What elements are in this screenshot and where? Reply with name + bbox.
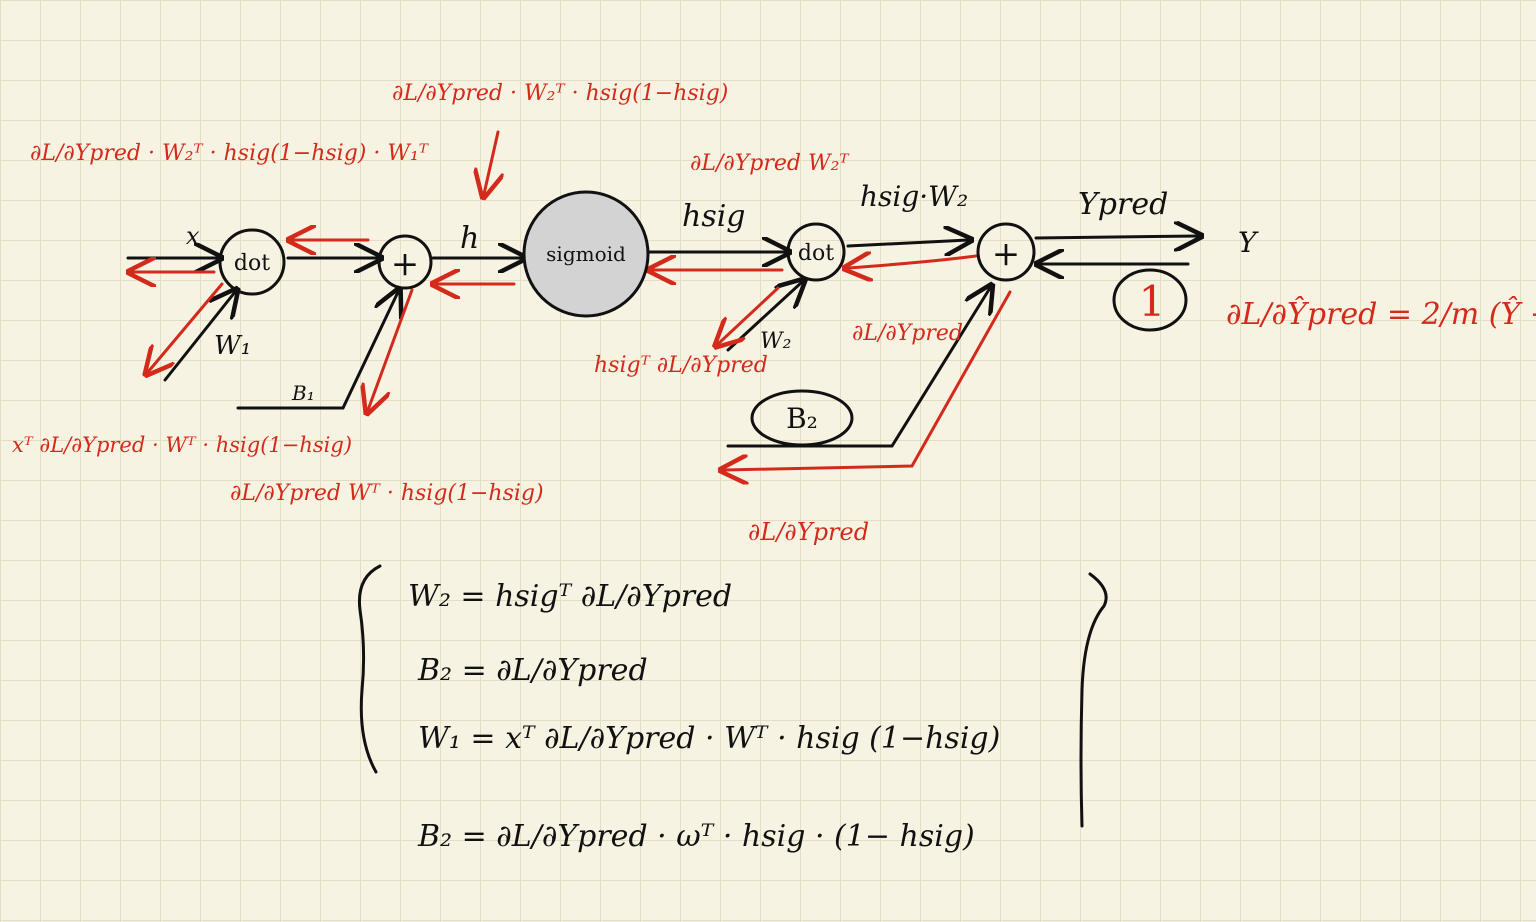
b2-node: B₂ <box>750 389 854 447</box>
equation-w2: W₂ = hsigᵀ ∂L/∂Ypred <box>408 579 732 614</box>
edge-b2-to-plus2 <box>726 288 990 448</box>
one-node: 1 <box>1112 268 1188 332</box>
b2-label: B₂ <box>786 402 818 435</box>
one-label: 1 <box>1139 277 1166 326</box>
grad-upper-mid: ∂L/∂Ypred W₂ᵀ <box>690 151 850 176</box>
b1-label: B₁ <box>291 381 315 405</box>
equation-w1: W₁ = xᵀ ∂L/∂Ypred · Wᵀ · hsig (1−hsig) <box>418 721 1000 756</box>
y-label: Y <box>1238 226 1259 259</box>
grad-edge-to-w1 <box>148 282 224 372</box>
edge-w1-to-dot1 <box>163 292 235 382</box>
grad-b2: ∂L/∂Ypred <box>748 518 869 546</box>
grad-b1: ∂L/∂Ypred Wᵀ · hsig(1−hsig) <box>230 481 544 506</box>
plus2-label: + <box>992 234 1021 274</box>
grad-edge-to-b2 <box>724 290 1012 470</box>
grad-loss: ∂L/∂Ŷpred = 2/m (Ŷ − Y) <box>1226 296 1536 332</box>
sigmoid-label: sigmoid <box>546 242 626 266</box>
grad-edge-plus2-to-dot2 <box>848 256 978 268</box>
dot1-node: dot <box>218 228 286 296</box>
h-label: h <box>460 221 479 256</box>
plus1-label: + <box>391 244 420 284</box>
grad-w2: hsigᵀ ∂L/∂Ypred <box>594 353 768 378</box>
w2-label: W₂ <box>760 329 791 354</box>
plus1-node: + <box>377 234 433 290</box>
grad-top-left: ∂L/∂Ypred · W₂ᵀ · hsig(1−hsig) · W₁ᵀ <box>30 141 430 166</box>
grad-edge-to-w2 <box>718 286 780 344</box>
x-label: x <box>186 222 200 250</box>
dot2-node: dot <box>786 222 846 282</box>
dot1-label: dot <box>234 251 270 276</box>
equation-b2-second: B₂ = ∂L/∂Ypred · ωᵀ · hsig · (1− hsig) <box>417 819 975 854</box>
right-brace <box>1079 572 1108 828</box>
plus2-node: + <box>976 222 1036 282</box>
edge-dot2-to-plus2 <box>846 240 968 246</box>
hsig-w2-label: hsig·W₂ <box>860 180 968 213</box>
grad-top-center: ∂L/∂Ypred · W₂ᵀ · hsig(1−hsig) <box>392 81 728 106</box>
grad-w1: xᵀ ∂L/∂Ypred · Wᵀ · hsig(1−hsig) <box>12 433 352 457</box>
edge-b1-to-plus1 <box>236 292 398 410</box>
hsig-label: hsig <box>682 199 746 234</box>
sigmoid-node: sigmoid <box>522 190 650 318</box>
edge-plus2-to-ypred <box>1034 236 1198 238</box>
grad-mid-right: ∂L/∂Ypred <box>852 321 963 346</box>
forward-edges <box>126 236 1198 448</box>
forward-labels: x W₁ B₁ h hsig W₂ hsig·W₂ Ypred Y <box>186 180 1259 405</box>
w1-label: W₁ <box>214 331 251 361</box>
gradient-edges <box>132 130 1012 470</box>
gradient-labels: ∂L/∂Ypred · W₂ᵀ · hsig(1−hsig) · W₁ᵀ ∂L/… <box>12 81 1536 546</box>
equations-block: W₂ = hsigᵀ ∂L/∂Ypred B₂ = ∂L/∂Ypred W₁ =… <box>357 564 1108 854</box>
equation-b2: B₂ = ∂L/∂Ypred <box>417 653 648 688</box>
grad-edge-top-center <box>484 130 498 194</box>
ypred-label: Ypred <box>1078 187 1168 222</box>
left-brace <box>357 564 382 774</box>
grad-edge-to-b1 <box>368 288 414 410</box>
dot2-label: dot <box>798 241 834 266</box>
